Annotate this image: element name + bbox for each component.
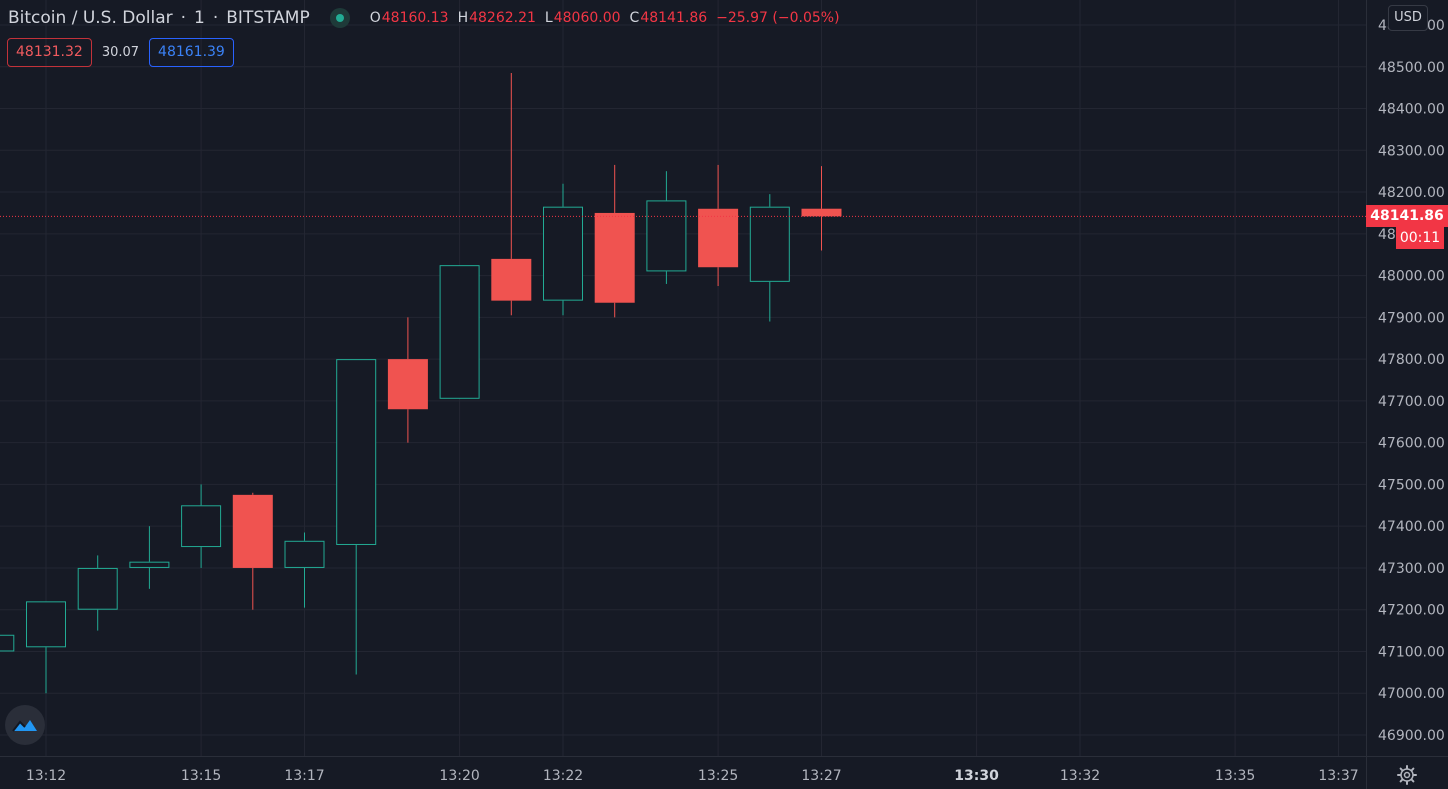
close-value: 48141.86 [640, 10, 708, 26]
y-tick-label: 47500.00 [1378, 477, 1445, 493]
low-value: 48060.00 [553, 10, 621, 26]
x-tick-label: 13:25 [698, 768, 738, 784]
candle-body-up[interactable] [129, 561, 170, 568]
y-tick-label: 47000.00 [1378, 686, 1445, 702]
low-label: L [544, 10, 553, 26]
ohlc-values: O 48160.13 H 48262.21 L 48060.00 C 48141… [370, 8, 840, 28]
y-tick-label: 47400.00 [1378, 519, 1445, 535]
symbol-name[interactable]: Bitcoin / U.S. Dollar [8, 8, 173, 28]
separator: · [180, 8, 187, 28]
x-tick-label: 13:35 [1215, 768, 1255, 784]
symbol-legend: Bitcoin / U.S. Dollar · 1 · BITSTAMP O 4… [8, 8, 840, 28]
gear-icon[interactable] [1396, 764, 1418, 786]
close-label: C [629, 10, 640, 26]
open-label: O [369, 10, 381, 26]
candle-body-up[interactable] [543, 206, 583, 301]
x-tick-label: 13:20 [439, 768, 479, 784]
currency-button[interactable]: USD [1388, 5, 1428, 31]
x-tick-label: 13:37 [1318, 768, 1358, 784]
spread-value: 30.07 [101, 45, 140, 60]
y-tick-label: 48300.00 [1378, 143, 1445, 159]
candle-body-down[interactable] [491, 258, 532, 301]
y-tick-label: 47800.00 [1378, 352, 1445, 368]
x-tick-label: 13:30 [954, 768, 999, 784]
x-tick-label: 13:22 [543, 768, 583, 784]
candle-body-up[interactable] [77, 567, 118, 610]
market-open-dot-icon[interactable] [329, 8, 350, 28]
separator: · [212, 8, 219, 28]
y-tick-label: 48500.00 [1378, 60, 1445, 76]
x-tick-label: 13:12 [26, 768, 66, 784]
y-tick-label: 47200.00 [1378, 603, 1445, 619]
y-tick-label: 48400.00 [1378, 102, 1445, 118]
quote-row: 48131.32 30.07 48161.39 [7, 38, 234, 67]
bar-countdown-tag: 00:11 [1396, 227, 1444, 249]
last-price-tag: 48141.86 [1366, 205, 1448, 227]
y-tick-label: 47700.00 [1378, 394, 1445, 410]
candle-body-down[interactable] [698, 208, 739, 268]
y-tick-label: 47900.00 [1378, 310, 1445, 326]
candle-body-up[interactable] [0, 634, 15, 652]
candle-body-up[interactable] [439, 265, 480, 399]
tradingview-logo-icon [12, 720, 37, 732]
open-value: 48160.13 [381, 10, 449, 26]
candle-body-down[interactable] [594, 212, 635, 303]
change-value: −25.97 (−0.05%) [716, 10, 840, 26]
ask-price[interactable]: 48161.39 [149, 38, 234, 67]
tradingview-logo-icon[interactable] [5, 705, 45, 745]
bid-price[interactable]: 48131.32 [7, 38, 92, 67]
candle-body-up[interactable] [26, 601, 66, 648]
candle-body-up[interactable] [181, 505, 222, 548]
interval-label[interactable]: 1 [194, 8, 205, 28]
candle-body-up[interactable] [336, 359, 377, 545]
y-tick-label: 47100.00 [1378, 644, 1445, 660]
candle-body-down[interactable] [387, 359, 428, 410]
y-tick-label: 46900.00 [1378, 728, 1445, 744]
x-tick-label: 13:27 [801, 768, 841, 784]
candle-body-up[interactable] [749, 206, 790, 282]
y-tick-label: 47300.00 [1378, 561, 1445, 577]
candle-body-up[interactable] [284, 540, 325, 568]
candle-body-down[interactable] [232, 494, 273, 568]
y-tick-label: 48200.00 [1378, 185, 1445, 201]
candle-body-up[interactable] [646, 200, 687, 272]
x-tick-label: 13:32 [1060, 768, 1100, 784]
candle-body-down[interactable] [801, 208, 842, 217]
x-tick-label: 13:15 [181, 768, 221, 784]
y-tick-label: 48000.00 [1378, 269, 1445, 285]
exchange-label: BITSTAMP [226, 8, 310, 28]
y-tick-label: 47600.00 [1378, 436, 1445, 452]
high-value: 48262.21 [469, 10, 536, 26]
x-tick-label: 13:17 [284, 768, 324, 784]
high-label: H [457, 10, 469, 26]
